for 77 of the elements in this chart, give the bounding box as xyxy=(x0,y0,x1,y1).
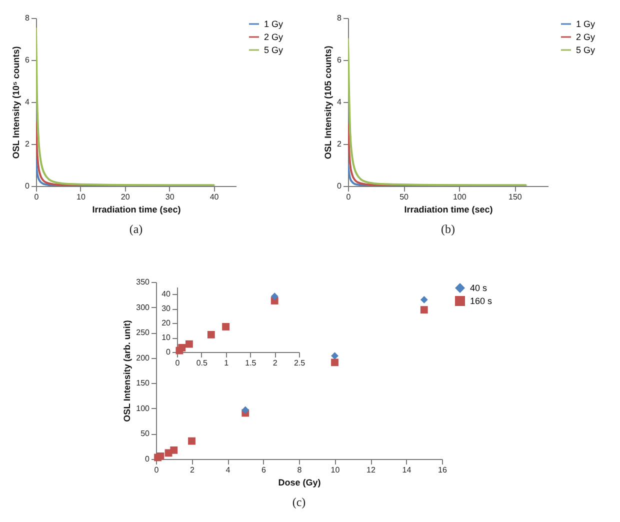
x-tick-label: 40 xyxy=(210,192,220,202)
x-tick-label: 2 xyxy=(272,358,278,368)
point xyxy=(156,452,164,460)
y-axis-title: OSL Intensity (105 counts) xyxy=(323,46,334,160)
point xyxy=(207,330,215,338)
y-tick-label: 0 xyxy=(25,182,30,190)
x-axis-title: Irradiation time (sec) xyxy=(92,204,181,214)
point xyxy=(331,358,338,366)
y-tick-label: 0 xyxy=(337,182,342,190)
point xyxy=(188,437,196,445)
x-tick-label: 6 xyxy=(262,466,267,474)
y-tick-label: 20 xyxy=(162,318,172,328)
point xyxy=(222,323,230,330)
x-axis-title: Irradiation time (sec) xyxy=(404,204,493,214)
point xyxy=(420,296,428,304)
point xyxy=(170,446,178,454)
y-axis-title: OSL Intensity (10⁵ counts) xyxy=(11,46,22,159)
x-tick-label: 0 xyxy=(34,192,40,202)
legend-label: 1 Gy xyxy=(264,19,284,29)
y-tick-label: 4 xyxy=(337,98,342,106)
legend-label: 2 Gy xyxy=(576,32,596,42)
x-tick-label: 0 xyxy=(154,466,160,474)
line-series xyxy=(348,38,527,186)
y-tick-label: 2 xyxy=(337,140,342,148)
y-tick-label: 150 xyxy=(136,378,150,388)
y-tick-label: 0 xyxy=(166,348,172,356)
y-tick-label: 300 xyxy=(136,302,150,312)
legend-label: 2 Gy xyxy=(264,32,284,42)
text: (b) xyxy=(441,222,455,236)
y-tick-label: 200 xyxy=(136,353,150,362)
line-series xyxy=(36,28,215,186)
legend-label: 5 Gy xyxy=(576,45,596,55)
legend-label: 40 s xyxy=(470,283,488,293)
y-tick-label: 30 xyxy=(162,304,172,314)
y-tick-label: 6 xyxy=(25,56,30,64)
x-tick-label: 1 xyxy=(224,358,230,368)
x-tick-label: 14 xyxy=(402,466,412,474)
legend-label: 5 Gy xyxy=(264,45,284,55)
point xyxy=(185,340,193,348)
point xyxy=(270,292,278,300)
point xyxy=(420,306,428,314)
y-tick-label: 0 xyxy=(145,454,150,464)
x-tick-label: 10 xyxy=(76,192,86,202)
x-tick-label: 2 xyxy=(190,466,196,474)
text: (a) xyxy=(129,222,143,236)
y-tick-label: 50 xyxy=(140,429,150,438)
legend-label: 1 Gy xyxy=(576,19,596,29)
x-axis-title: Dose (Gy) xyxy=(278,478,321,488)
legend-label: 160 s xyxy=(470,296,493,306)
x-tick-label: 150 xyxy=(508,192,522,202)
x-tick-label: 16 xyxy=(438,466,448,474)
y-tick-label: 10 xyxy=(162,333,172,342)
y-axis-title: OSL Intensity (arb. unit) xyxy=(122,320,132,422)
x-tick-label: 0 xyxy=(346,192,352,202)
x-tick-label: 20 xyxy=(120,192,130,202)
x-tick-label: 1.5 xyxy=(245,358,257,368)
y-tick-label: 2 xyxy=(25,140,30,148)
x-tick-label: 0 xyxy=(175,358,180,368)
x-tick-label: 100 xyxy=(452,192,467,202)
x-tick-label: 12 xyxy=(366,466,376,474)
text: (c) xyxy=(292,495,306,509)
x-tick-label: 8 xyxy=(297,466,302,474)
x-tick-label: 2.5 xyxy=(294,358,306,368)
y-tick-label: 8 xyxy=(337,14,342,22)
point xyxy=(331,352,338,360)
point xyxy=(242,406,250,414)
x-tick-label: 0.5 xyxy=(196,358,208,368)
y-tick-label: 250 xyxy=(136,328,150,338)
y-tick-label: 4 xyxy=(25,98,30,106)
y-tick-label: 8 xyxy=(25,14,30,22)
point xyxy=(178,344,186,352)
y-tick-label: 100 xyxy=(136,404,150,413)
y-tick-label: 40 xyxy=(162,290,172,299)
y-tick-label: 6 xyxy=(337,56,342,64)
x-tick-label: 50 xyxy=(400,192,410,202)
y-tick-label: 350 xyxy=(136,278,150,286)
x-tick-label: 4 xyxy=(226,466,231,474)
